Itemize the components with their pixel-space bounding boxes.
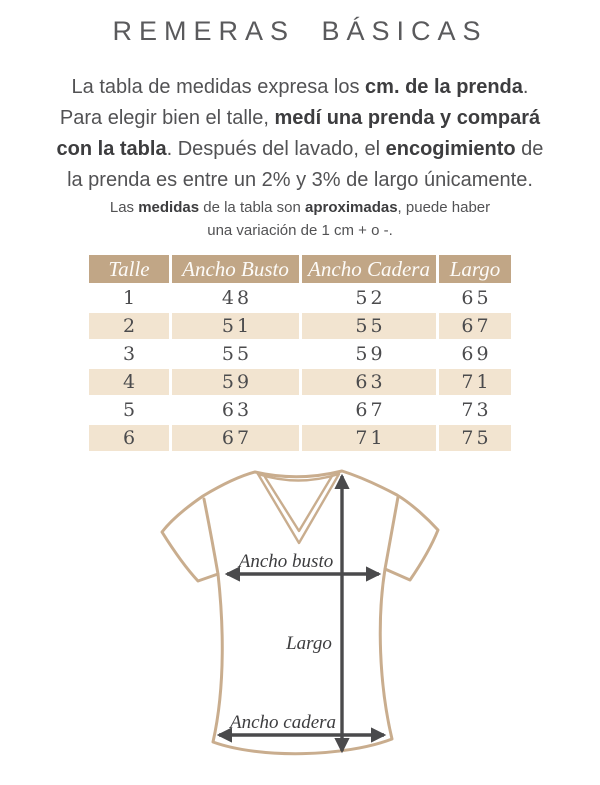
table-row: 6 67 71 75 xyxy=(89,425,511,451)
column-header: Ancho Cadera xyxy=(302,255,436,283)
intro-bold-text: encogimiento xyxy=(385,138,516,160)
intro-regular-text: una variación de 1 cm + o -. xyxy=(207,222,393,239)
intro-line: la prenda es entre un 2% y 3% de largo ú… xyxy=(0,165,600,196)
intro-bold-text: cm. de la prenda xyxy=(365,76,523,98)
table-cell: 51 xyxy=(172,313,299,339)
size-table: Talle Ancho Busto Ancho Cadera Largo 1 48 52 6… xyxy=(86,253,514,453)
intro-line: con la tabla. Después del lavado, el enc… xyxy=(0,134,600,165)
sleeve-seam-right xyxy=(383,495,400,571)
table-cell: 67 xyxy=(439,313,511,339)
intro-regular-text: de xyxy=(515,138,544,160)
intro-bold-text: medidas xyxy=(138,199,200,216)
intro-text: La tabla de medidas expresa los cm. de l… xyxy=(0,72,600,242)
table-cell: 48 xyxy=(221,287,253,309)
page-title: REMERAS BÁSICAS xyxy=(112,16,488,46)
intro-line: Para elegir bien el talle, medí una pren… xyxy=(0,103,600,134)
column-header: Ancho Busto xyxy=(172,255,299,283)
tshirt-collar-outer xyxy=(256,472,341,545)
table-cell: 3 xyxy=(122,343,139,365)
intro-regular-text: . xyxy=(522,76,529,98)
intro-bold-text: medí una prenda y compará xyxy=(274,107,541,129)
intro-regular-text: de la tabla son xyxy=(199,199,305,216)
table-row: 5 63 67 73 xyxy=(89,397,511,423)
table-cell: 1 xyxy=(122,287,139,309)
intro-regular-text: , puede haber xyxy=(397,199,491,216)
intro-regular-text: Las xyxy=(109,199,139,216)
intro-line: La tabla de medidas expresa los cm. de l… xyxy=(0,72,600,103)
intro-bold-text: aproximadas xyxy=(305,199,398,216)
tshirt-collar-inner xyxy=(263,474,334,533)
table-cell: 71 xyxy=(439,369,511,395)
intro-bold-text: con la tabla xyxy=(56,138,167,160)
table-cell: 71 xyxy=(302,425,436,451)
table-cell: 59 xyxy=(172,369,299,395)
table-cell: 59 xyxy=(355,343,386,365)
intro-regular-text: La tabla de medidas expresa los xyxy=(71,76,366,98)
table-cell: 67 xyxy=(172,425,299,451)
table-row: 3 55 59 69 xyxy=(89,341,511,367)
table-cell: 75 xyxy=(439,425,511,451)
table-cell: 6 xyxy=(89,425,169,451)
tshirt-diagram-svg: Ancho busto Largo Ancho cadera xyxy=(160,469,440,756)
table-cell: 55 xyxy=(302,313,436,339)
size-table-body: 1 48 52 65 2 51 55 67 3 55 59 69 4 59 63 71 5 63 67 73 6 67 71… xyxy=(89,285,511,451)
table-cell: 4 xyxy=(89,369,169,395)
intro-line: una variación de 1 cm + o -. xyxy=(0,219,600,242)
bust-width-label: Ancho busto xyxy=(237,551,333,572)
table-row: 4 59 63 71 xyxy=(89,369,511,395)
table-cell: 63 xyxy=(302,369,436,395)
tshirt-collar-back xyxy=(256,472,341,482)
intro-line: Las medidas de la tabla son aproximadas,… xyxy=(0,196,600,219)
intro-regular-text: . Después del lavado, el xyxy=(166,138,386,160)
table-cell: 69 xyxy=(461,343,492,365)
table-row: 1 48 52 65 xyxy=(89,285,511,311)
size-table-header-row: Talle Ancho Busto Ancho Cadera Largo xyxy=(89,255,511,283)
column-header: Largo xyxy=(439,255,511,283)
table-row: 2 51 55 67 xyxy=(89,313,511,339)
table-cell: 65 xyxy=(461,287,492,309)
table-cell: 63 xyxy=(221,399,253,421)
intro-regular-text: Para elegir bien el talle, xyxy=(59,107,275,129)
table-cell: 5 xyxy=(122,399,139,421)
column-header: Talle xyxy=(89,255,169,283)
table-cell: 67 xyxy=(355,399,386,421)
sleeve-seam-left xyxy=(202,497,220,576)
table-cell: 55 xyxy=(221,343,253,365)
size-diagram: Ancho busto Largo Ancho cadera xyxy=(0,459,600,782)
table-cell: 52 xyxy=(355,287,386,309)
table-cell: 2 xyxy=(89,313,169,339)
hip-width-label: Ancho cadera xyxy=(228,712,336,733)
length-label: Largo xyxy=(285,633,332,654)
intro-regular-text: la prenda es entre un 2% y 3% de largo ú… xyxy=(67,169,533,191)
table-cell: 73 xyxy=(461,399,492,421)
